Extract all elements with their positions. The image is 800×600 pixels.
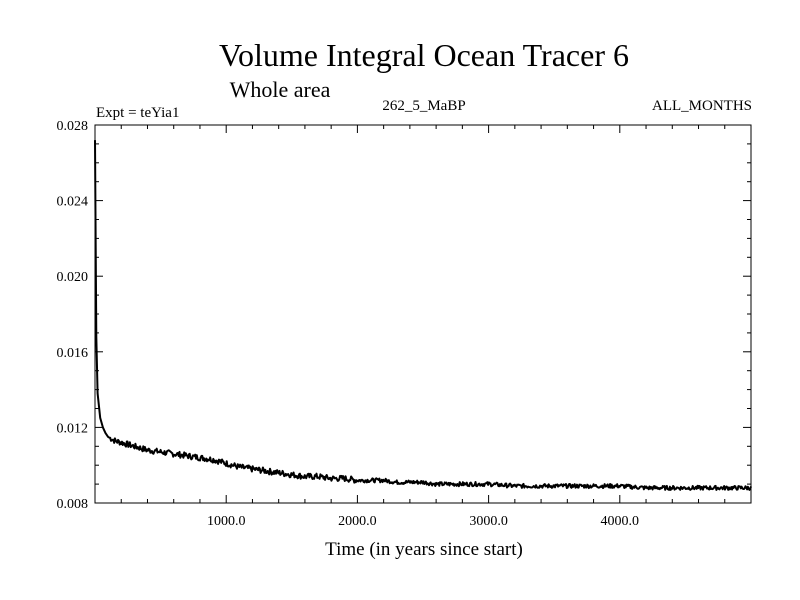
series-line	[94, 140, 752, 491]
chart-title: Volume Integral Ocean Tracer 6	[219, 37, 629, 73]
y-tick-label: 0.020	[57, 270, 89, 285]
experiment-label: Expt = teYia1	[96, 105, 179, 121]
y-tick-label: 0.012	[57, 421, 89, 436]
y-tick-label: 0.028	[57, 119, 89, 134]
months-label: ALL_MONTHS	[652, 98, 752, 114]
y-tick-label: 0.016	[57, 346, 89, 361]
period-label: 262_5_MaBP	[382, 98, 465, 114]
plot-frame	[94, 124, 752, 504]
y-tick-label: 0.008	[57, 497, 89, 512]
x-axis-label: Time (in years since start)	[325, 539, 523, 560]
y-tick-label: 0.024	[57, 195, 89, 210]
x-tick-label: 2000.0	[338, 514, 377, 529]
y-axis: 0.008 0.012 0.016 0.020 0.024 0.028	[57, 119, 751, 512]
chart-subtitle: Whole area	[230, 77, 331, 102]
x-tick-label: 4000.0	[601, 514, 640, 529]
x-tick-label: 1000.0	[207, 514, 246, 529]
x-tick-label: 3000.0	[469, 514, 508, 529]
x-axis: 1000.0 2000.0 3000.0 4000.0	[120, 125, 726, 529]
